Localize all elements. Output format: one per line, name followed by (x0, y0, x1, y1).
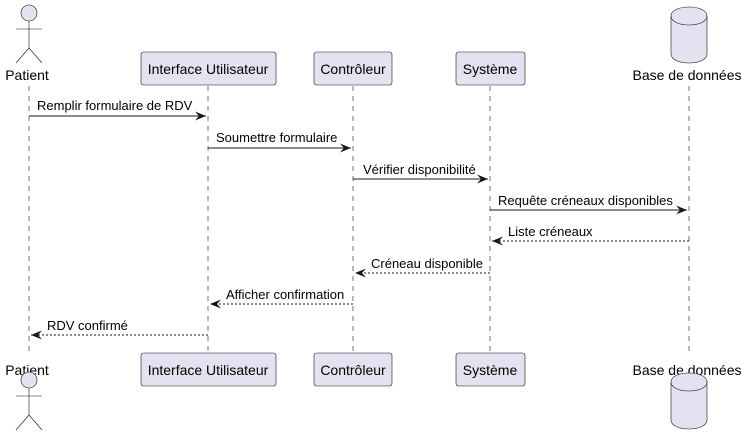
participant-label: Patient (5, 67, 49, 83)
participant-label: Interface Utilisateur (148, 362, 269, 378)
participant-label: Patient (5, 362, 49, 378)
participant-label: Contrôleur (320, 362, 386, 378)
message-label: Remplir formulaire de RDV (37, 98, 193, 113)
message-2: Soumettre formulaire (208, 130, 351, 153)
message-3: Vérifier disponibilité (353, 162, 488, 184)
arrowhead-icon (210, 299, 221, 309)
participant-label: Base de données (633, 67, 742, 83)
database-icon (670, 372, 708, 430)
participant-ctrl-bottom: Contrôleur (313, 352, 393, 387)
participant-ui-top: Interface Utilisateur (140, 51, 277, 86)
database-icon (670, 6, 708, 64)
participant-label: Système (463, 61, 518, 77)
participant-label: Interface Utilisateur (148, 61, 269, 77)
participant-db-top: Base de données (633, 6, 742, 83)
message-8: RDV confirmé (31, 318, 208, 340)
message-5: Liste créneaux (492, 224, 689, 246)
message-6: Créneau disponible (355, 256, 490, 278)
arrowhead-icon (195, 111, 206, 121)
arrowhead-icon (477, 174, 488, 184)
message-label: Créneau disponible (371, 256, 483, 271)
message-7: Afficher confirmation (210, 287, 353, 309)
participant-label: Système (463, 362, 518, 378)
message-label: Liste créneaux (508, 224, 593, 239)
arrowhead-icon (676, 205, 687, 215)
person-icon (15, 4, 43, 64)
arrowhead-icon (355, 268, 366, 278)
participant-sys-bottom: Système (455, 352, 526, 387)
message-label: Vérifier disponibilité (363, 162, 476, 177)
participant-ctrl-top: Contrôleur (313, 51, 393, 86)
arrowhead-icon (340, 143, 351, 153)
message-label: RDV confirmé (47, 318, 128, 333)
arrowhead-icon (31, 330, 42, 340)
arrowhead-icon (492, 236, 503, 246)
participant-label: Contrôleur (320, 61, 386, 77)
person-icon (15, 371, 43, 431)
message-4: Requête créneaux disponibles (490, 193, 687, 215)
participant-ui-bottom: Interface Utilisateur (140, 352, 277, 387)
message-label: Requête créneaux disponibles (498, 193, 673, 208)
message-label: Soumettre formulaire (216, 130, 337, 145)
participant-db-bottom: Base de données (633, 362, 742, 430)
message-label: Afficher confirmation (226, 287, 344, 302)
actor-patient-top: Patient (5, 4, 49, 83)
message-1: Remplir formulaire de RDV (29, 98, 206, 121)
actor-patient-bottom: Patient (5, 362, 49, 431)
participant-label: Base de données (633, 362, 742, 378)
participant-sys-top: Système (455, 51, 526, 86)
